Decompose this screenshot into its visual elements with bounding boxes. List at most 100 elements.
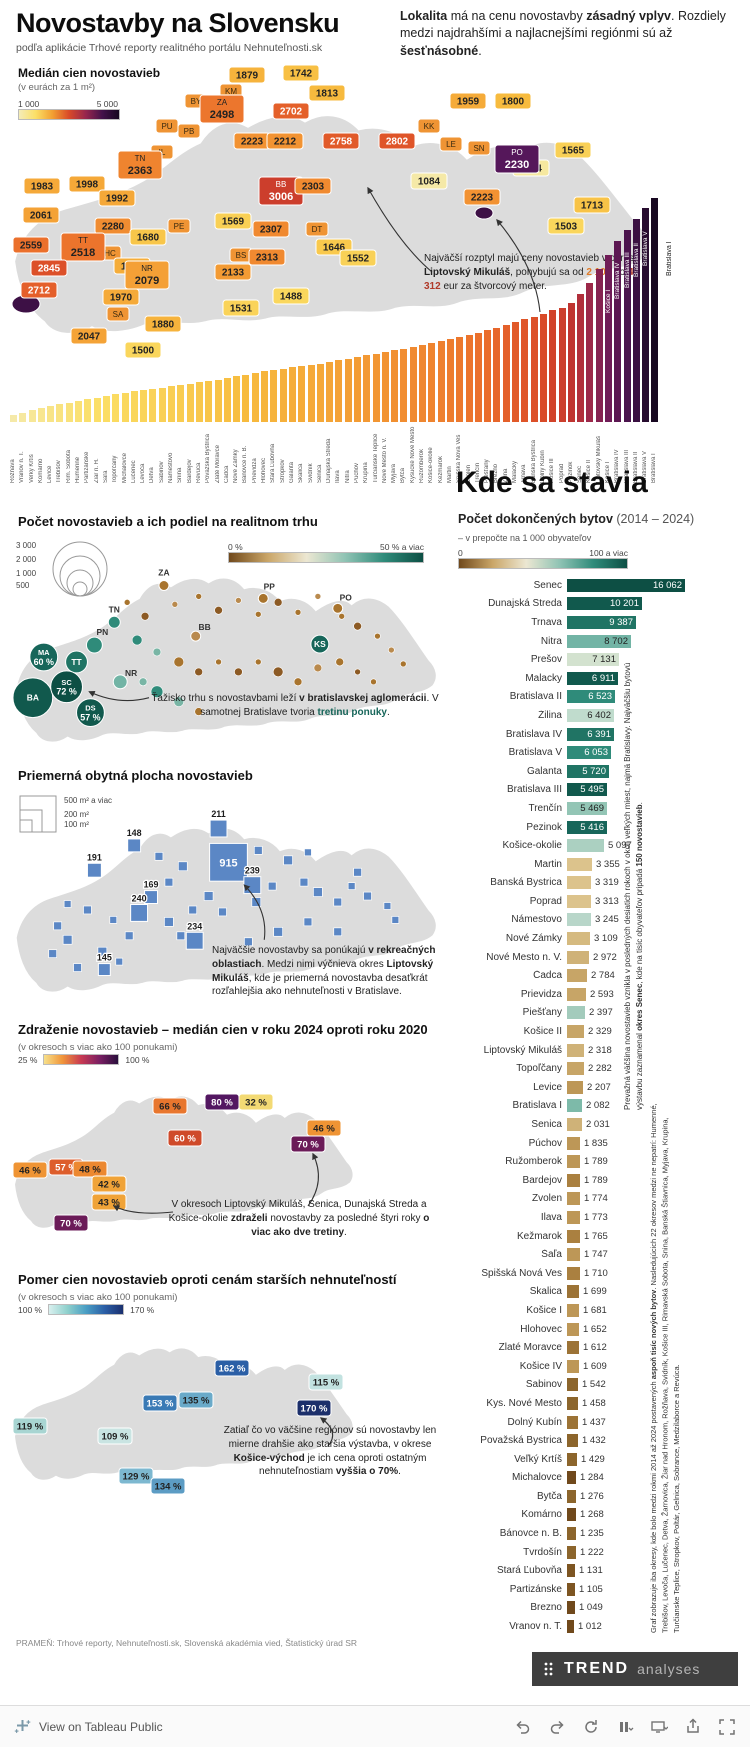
price-bar[interactable] <box>288 367 296 422</box>
price-bar[interactable] <box>298 366 306 422</box>
price-bar[interactable] <box>539 314 547 422</box>
price-bar[interactable] <box>10 415 17 422</box>
flats-bar[interactable] <box>567 1601 575 1615</box>
flats-bar[interactable] <box>567 1173 580 1187</box>
floor-area-square[interactable] <box>283 855 293 866</box>
completed-flats-row[interactable]: Vranov n. T. 1 012 <box>452 1617 748 1636</box>
price-bar[interactable] <box>651 198 659 422</box>
completed-flats-row[interactable]: Topoľčany 2 282 <box>452 1059 748 1078</box>
price-bar[interactable] <box>19 413 27 422</box>
district-price-cell[interactable]: 1503 <box>547 217 585 235</box>
listing-count-bubble[interactable] <box>140 611 150 621</box>
district-price-cell[interactable]: 1531 <box>222 299 260 317</box>
completed-flats-row[interactable]: Púchov 1 835 <box>452 1134 748 1153</box>
floor-area-square[interactable] <box>97 963 111 977</box>
completed-flats-row[interactable]: Trnava 9 387 <box>452 613 748 632</box>
flats-bar[interactable] <box>567 1582 575 1596</box>
listing-count-bubble[interactable] <box>215 658 222 666</box>
district-price-cell[interactable]: 1800 <box>494 92 532 110</box>
price-bar[interactable] <box>102 396 110 422</box>
flats-bar[interactable] <box>567 1285 579 1299</box>
completed-flats-row[interactable]: Martin 3 355 <box>452 855 748 874</box>
floor-area-square[interactable] <box>185 931 204 950</box>
completed-flats-row[interactable]: Čadca 2 784 <box>452 966 748 985</box>
price-bar[interactable] <box>446 339 454 422</box>
fullscreen-icon[interactable] <box>718 1718 736 1736</box>
flats-bar[interactable] <box>567 1303 579 1317</box>
completed-flats-row[interactable]: Bánovce n. B. 1 235 <box>452 1524 748 1543</box>
district-price-cell[interactable]: 1998 <box>68 175 106 193</box>
completed-flats-row[interactable]: Zlaté Moravce 1 612 <box>452 1338 748 1357</box>
flats-bar[interactable]: 7 131 <box>567 653 619 667</box>
completed-flats-row[interactable]: Prešov 7 131 <box>452 650 748 669</box>
price-bar[interactable] <box>614 241 622 422</box>
flats-bar[interactable]: 5 720 <box>567 764 609 778</box>
completed-flats-row[interactable]: Zvolen 1 774 <box>452 1190 748 1209</box>
district-pct-cell[interactable]: 70 % <box>53 1214 89 1232</box>
completed-flats-row[interactable]: Bratislava II 6 523 <box>452 688 748 707</box>
price-bar[interactable] <box>205 381 213 422</box>
listing-count-bubble[interactable] <box>150 685 164 699</box>
price-bar[interactable] <box>567 303 575 422</box>
floor-area-square[interactable] <box>73 963 82 972</box>
listing-count-bubble[interactable] <box>388 646 395 654</box>
district-price-cell[interactable]: 2702 <box>272 102 310 120</box>
price-bar[interactable] <box>632 219 640 422</box>
price-bar[interactable] <box>251 373 259 422</box>
listing-count-bubble[interactable] <box>190 630 202 642</box>
flats-bar[interactable] <box>567 1006 585 1020</box>
listing-count-bubble[interactable] <box>332 602 344 614</box>
price-bar[interactable] <box>168 386 176 422</box>
flats-bar[interactable] <box>567 1099 582 1113</box>
completed-flats-row[interactable]: Nové Zámky 3 109 <box>452 929 748 948</box>
price-bar[interactable] <box>93 398 101 422</box>
floor-area-square[interactable] <box>251 897 262 907</box>
price-bar[interactable] <box>56 404 64 422</box>
price-bar[interactable] <box>335 360 343 422</box>
district-code-cell[interactable]: LE <box>439 136 463 152</box>
district-price-cell[interactable]: 1879 <box>228 66 266 84</box>
completed-flats-row[interactable]: Levice 2 207 <box>452 1078 748 1097</box>
district-code-cell[interactable]: PU <box>155 118 179 134</box>
district-price-cell[interactable]: 2313 <box>248 248 286 266</box>
district-price-cell[interactable]: 1992 <box>98 189 136 207</box>
floor-area-square[interactable] <box>115 957 124 966</box>
price-bar[interactable] <box>28 410 36 422</box>
listing-count-bubble[interactable] <box>257 592 269 604</box>
completed-flats-row[interactable]: Nové Mesto n. V. 2 972 <box>452 948 748 967</box>
completed-flats-row[interactable]: Poprad 3 313 <box>452 892 748 911</box>
price-bar[interactable] <box>465 335 473 422</box>
price-bar[interactable] <box>177 385 185 422</box>
floor-area-square[interactable] <box>273 926 283 937</box>
listing-count-bubble[interactable] <box>158 580 170 591</box>
flats-bar[interactable]: 6 391 <box>567 727 614 741</box>
floor-area-square[interactable] <box>209 842 248 882</box>
flats-bar[interactable] <box>567 987 586 1001</box>
district-price-cell[interactable]: 1565 <box>554 141 592 159</box>
price-bar[interactable] <box>484 330 492 422</box>
listing-count-bubble[interactable] <box>195 593 202 600</box>
price-bar[interactable] <box>381 352 389 422</box>
district-pct-cell[interactable]: 170 % <box>296 1399 332 1417</box>
completed-flats-row[interactable]: Prievidza 2 593 <box>452 985 748 1004</box>
flats-bar[interactable] <box>567 1210 580 1224</box>
district-price-cell[interactable]: 1983 <box>23 177 61 195</box>
district-price-cell[interactable]: 2559 <box>12 236 50 254</box>
flats-bar[interactable] <box>567 876 591 890</box>
price-bar[interactable] <box>419 345 427 422</box>
floor-area-square[interactable] <box>333 927 343 937</box>
price-bar[interactable] <box>595 269 603 422</box>
district-price-cell[interactable]: 2758 <box>322 132 360 150</box>
completed-flats-row[interactable]: Dunajská Streda 10 201 <box>452 595 748 614</box>
district-price-cell[interactable]: 1959 <box>449 92 487 110</box>
price-bar[interactable] <box>242 375 250 422</box>
district-pct-cell[interactable]: 162 % <box>214 1359 250 1377</box>
flats-bar[interactable]: 5 495 <box>567 783 607 797</box>
floor-area-square[interactable] <box>48 949 58 958</box>
price-bar[interactable] <box>186 384 194 422</box>
price-bar[interactable] <box>428 343 436 422</box>
district-price-cell[interactable]: 2061 <box>22 206 60 224</box>
flats-bar[interactable] <box>567 1062 584 1076</box>
flats-bar[interactable] <box>567 1489 576 1503</box>
floor-area-square[interactable] <box>127 838 142 853</box>
